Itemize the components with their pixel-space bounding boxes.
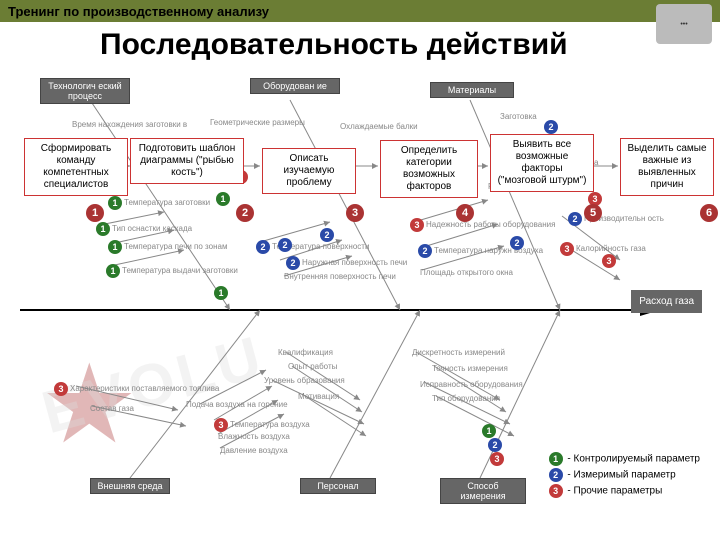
factor-label: 3Характеристики поставляемого топлива [54, 382, 219, 396]
legend-row: 2 - Измеримый параметр [549, 468, 700, 482]
factor-label: 3Надежность работы оборудования [410, 218, 555, 232]
step-num-1: 1 [86, 204, 104, 222]
factor-label: Площадь открытого окна [420, 268, 513, 277]
factor-label: 1Температура выдачи заготовки [106, 264, 238, 278]
factor-label: Исправность оборудования [420, 380, 523, 389]
factor-label: Охлаждаемые балки [340, 122, 418, 131]
factor-label: 1Температура печи по зонам [108, 240, 227, 254]
factor-label: Опыт работы [288, 362, 337, 371]
category-box: Внешняя среда [90, 478, 170, 494]
param-dot: 2 [278, 238, 292, 252]
factor-label: 2Температура наружн воздуха [418, 244, 543, 258]
step-box-5: Выявить все возможные факторы ("мозговой… [490, 134, 594, 192]
step-num-5: 5 [584, 204, 602, 222]
factor-label: Подача воздуха на горение [186, 400, 288, 409]
step-num-3: 3 [346, 204, 364, 222]
param-dot: 3 [214, 418, 228, 432]
factor-label: 2Производительн ость [568, 212, 664, 226]
param-dot: 2 [320, 228, 334, 242]
param-dot: 1 [106, 264, 120, 278]
factor-label: Тип оборудования [432, 394, 500, 403]
factor-label: Квалификация [278, 348, 333, 357]
param-dot: 2 [418, 244, 432, 258]
factor-label: 3Температура воздуха [214, 418, 310, 432]
factor-label: Состав газа [90, 404, 134, 413]
step-num-6: 6 [700, 204, 718, 222]
factor-label: Геометрические размеры [210, 118, 305, 127]
category-box: Персонал [300, 478, 376, 494]
factor-label: Дискретность измерений [412, 348, 505, 357]
param-dot: 3 [410, 218, 424, 232]
legend-dot: 2 [549, 468, 563, 482]
param-dot: 1 [482, 424, 496, 438]
category-box: Материалы [430, 82, 514, 98]
factor-label: Мотивация [298, 392, 339, 401]
factor-label: Влажность воздуха [218, 432, 290, 441]
param-dot: 3 [560, 242, 574, 256]
factor-label: 2Температура поверхности [256, 240, 369, 254]
factor-label: 2Наружная поверхность печи [286, 256, 407, 270]
step-num-2: 2 [236, 204, 254, 222]
param-dot: 2 [544, 120, 558, 134]
param-dot: 3 [602, 254, 616, 268]
factor-label: Заготовка [500, 112, 537, 121]
legend: 1 - Контролируемый параметр 2 - Измеримый… [549, 450, 700, 500]
step-box-6: Выделить самые важные из выявленных прич… [620, 138, 714, 196]
param-dot: 3 [490, 452, 504, 466]
step-num-4: 4 [456, 204, 474, 222]
step-box-1: Сформировать команду компетентных специа… [24, 138, 128, 196]
factor-label: 3Калорийность газа [560, 242, 646, 256]
category-box: Технологич еский процесс [40, 78, 130, 104]
logo-badge: ••• [656, 4, 712, 44]
category-box: Способ измерения [440, 478, 526, 504]
factor-label: Давление воздуха [220, 446, 288, 455]
param-dot: 1 [96, 222, 110, 236]
param-dot: 1 [216, 192, 230, 206]
legend-row: 1 - Контролируемый параметр [549, 452, 700, 466]
param-dot: 2 [488, 438, 502, 452]
category-box: Оборудован ие [250, 78, 340, 94]
factor-label: Точность измерения [432, 364, 508, 373]
legend-dot: 1 [549, 452, 563, 466]
param-dot: 3 [54, 382, 68, 396]
param-dot: 1 [108, 196, 122, 210]
step-box-3: Описать изучаемую проблему [262, 148, 356, 194]
factor-label: Время нахождения заготовки в [72, 120, 187, 129]
param-dot: 2 [256, 240, 270, 254]
step-box-4: Определить категории возможных факторов [380, 140, 478, 198]
legend-dot: 3 [549, 484, 563, 498]
step-box-2: Подготовить шаблон диаграммы ("рыбью кос… [130, 138, 244, 184]
effect-box: Расход газа [631, 290, 702, 313]
factor-label: Уровень образования [264, 376, 345, 385]
param-dot: 2 [286, 256, 300, 270]
param-dot: 2 [568, 212, 582, 226]
factor-label: 1Тип оснастки каскада [96, 222, 192, 236]
factor-label: Внутренняя поверхность печи [284, 272, 396, 281]
factor-label: 1Температура заготовки [108, 196, 210, 210]
param-dot: 1 [108, 240, 122, 254]
param-dot: 1 [214, 286, 228, 300]
legend-row: 3 - Прочие параметры [549, 484, 700, 498]
param-dot: 2 [510, 236, 524, 250]
